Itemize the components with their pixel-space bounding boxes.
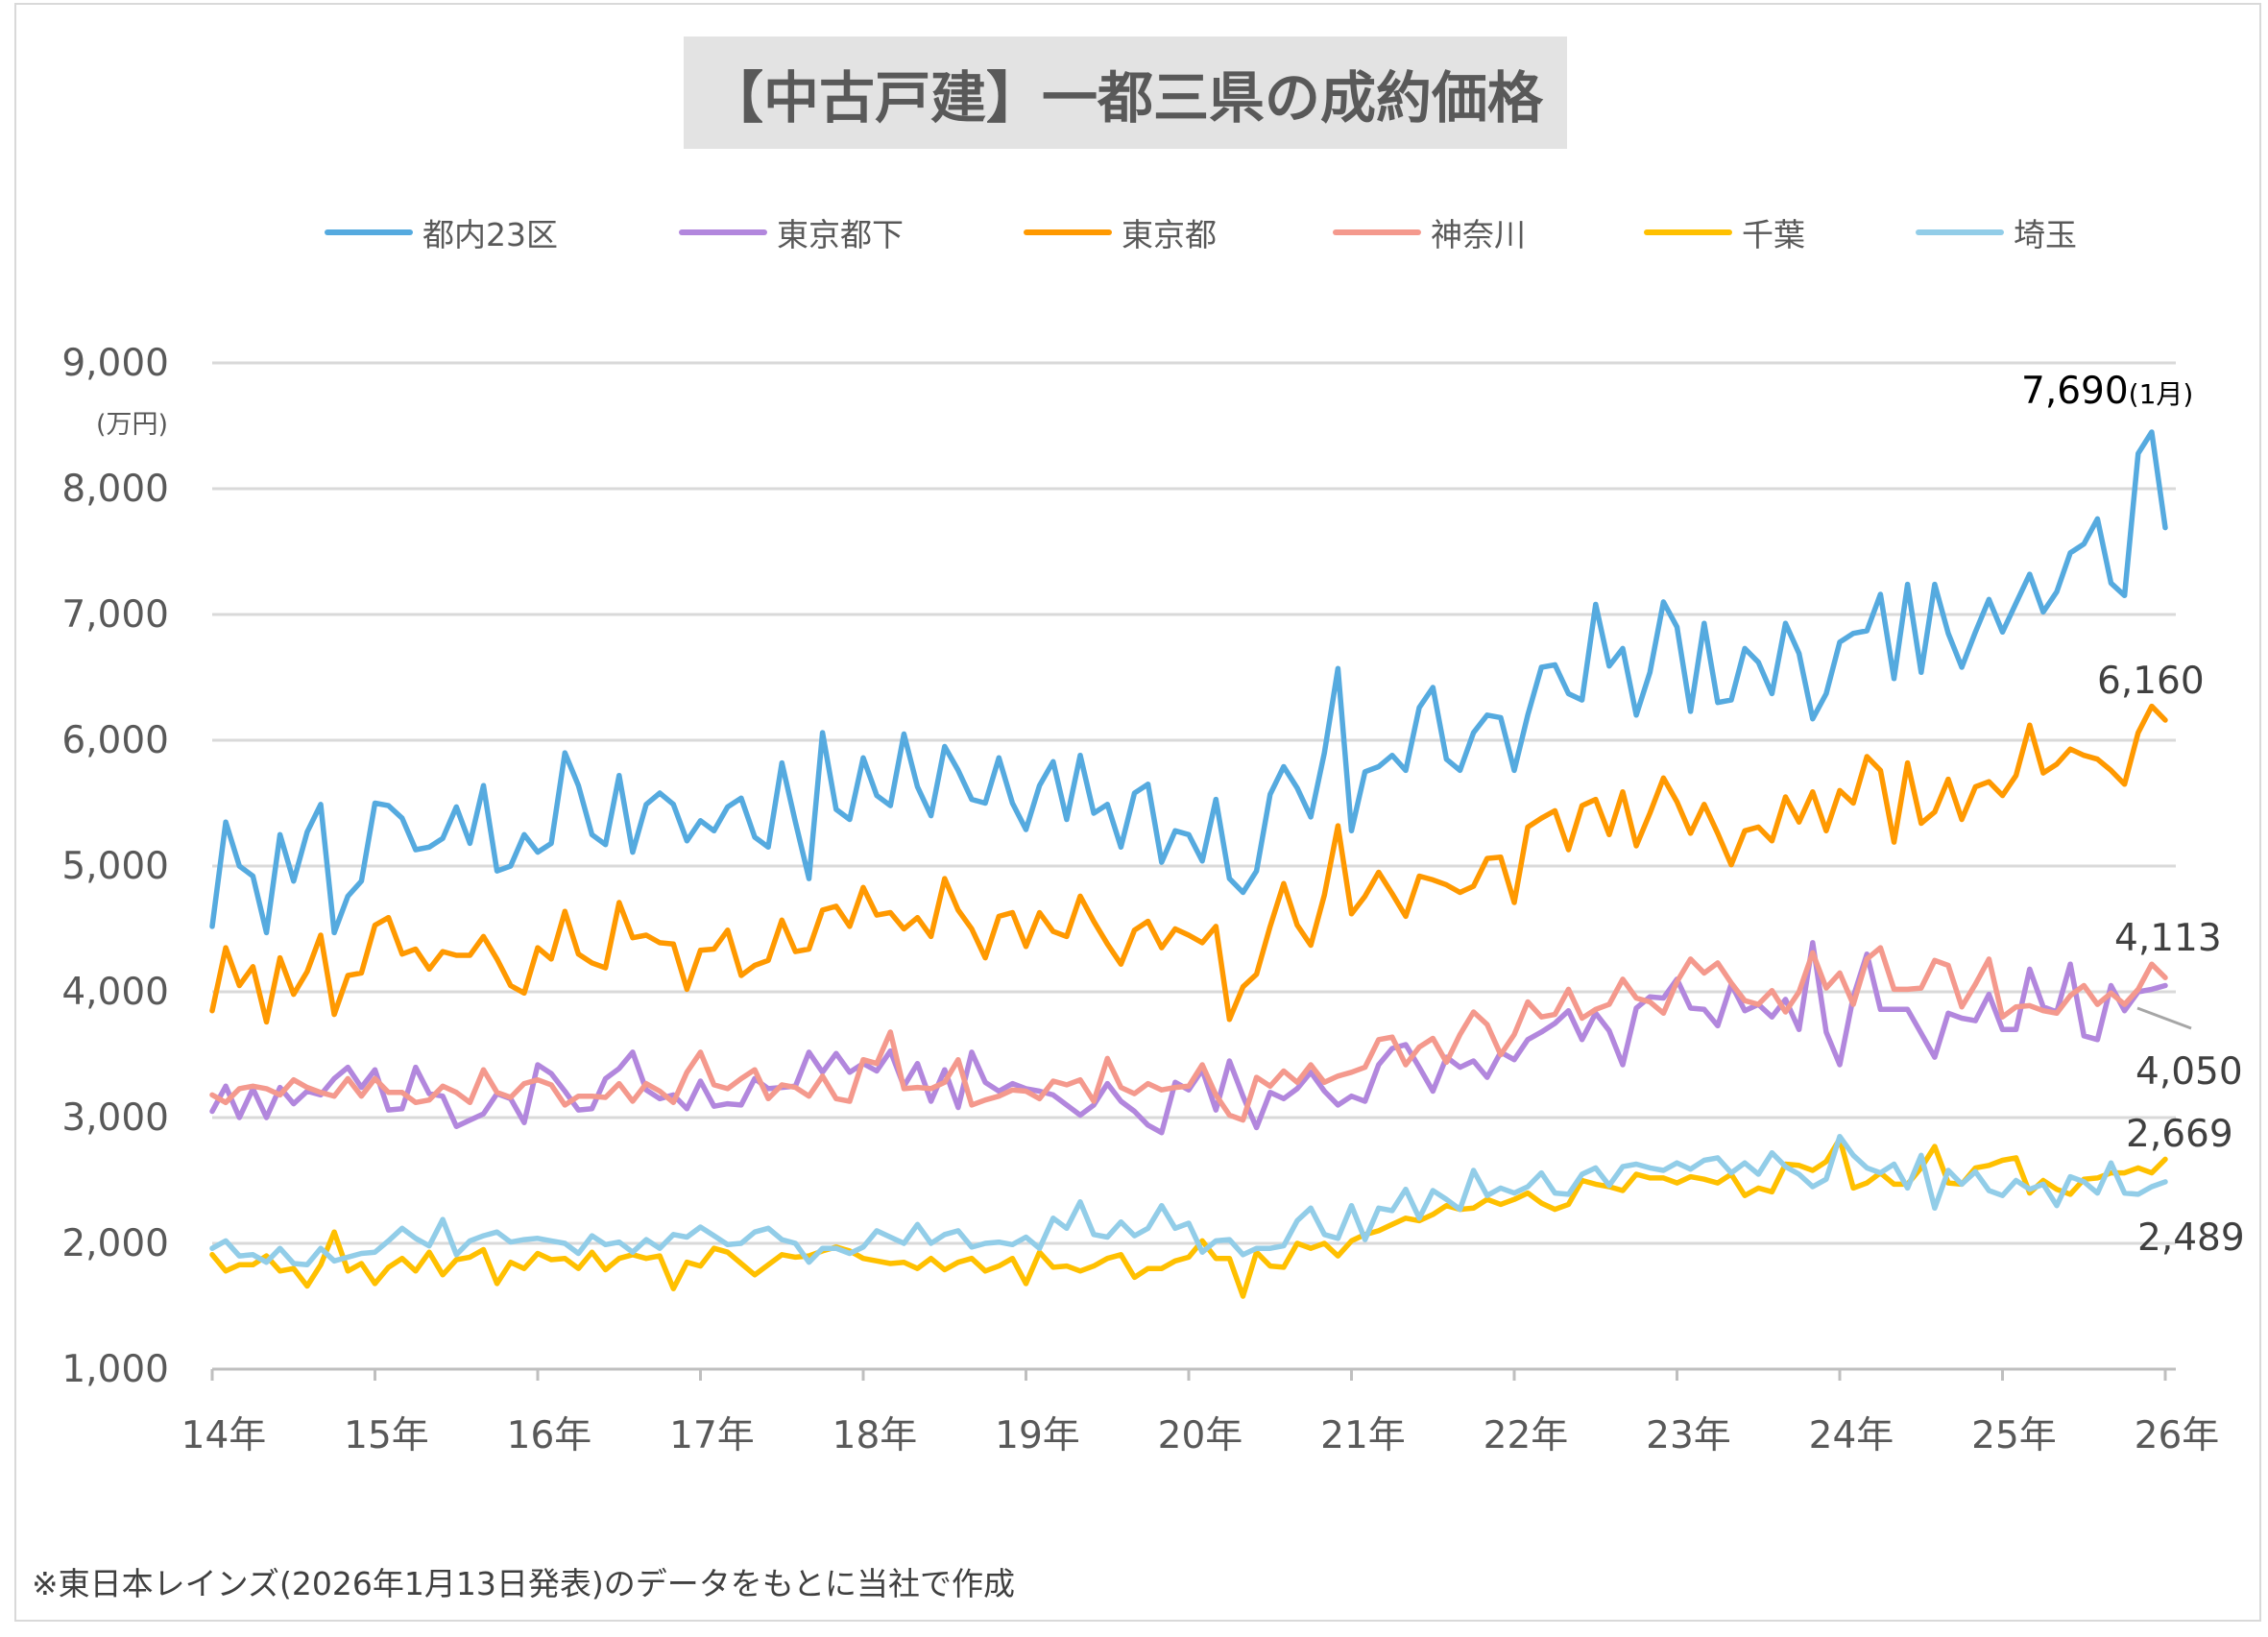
data-label-value: 4,113 — [2114, 917, 2222, 960]
x-tick-label: 24年 — [1809, 1414, 1894, 1457]
legend-swatch — [1644, 229, 1732, 235]
y-tick-label: 4,000 — [61, 971, 169, 1014]
x-tick-label: 26年 — [2135, 1414, 2220, 1457]
data-label-value: 6,160 — [2097, 660, 2205, 703]
data-label: 7,690(1月) — [2021, 370, 2193, 413]
data-label: 2,669 — [2126, 1113, 2233, 1156]
x-tick-label: 14年 — [181, 1414, 267, 1457]
data-label-value: 4,050 — [2135, 1050, 2243, 1094]
series-line-5 — [209, 1133, 2168, 1268]
series-line-1 — [209, 940, 2168, 1136]
legend-swatch — [1333, 229, 1421, 235]
y-tick-label: 5,000 — [61, 845, 169, 888]
x-tick-label: 22年 — [1484, 1414, 1569, 1457]
legend-swatch — [325, 229, 413, 235]
y-tick-label: 6,000 — [61, 719, 169, 762]
legend-label: 都内23区 — [422, 216, 558, 253]
legend-item: 千葉 — [1644, 211, 1805, 253]
legend-item: 埼玉 — [1916, 211, 2077, 253]
chart-title: 【中古戸建】一都三県の成約価格 — [684, 36, 1567, 149]
data-label: 4,113 — [2114, 917, 2222, 960]
legend-item: 東京都下 — [679, 211, 904, 253]
y-tick-label: 9,000 — [61, 342, 169, 385]
x-tick-label: 16年 — [507, 1414, 592, 1457]
data-label-value: 2,489 — [2137, 1216, 2245, 1260]
x-tick-label: 21年 — [1320, 1414, 1406, 1457]
y-tick-label: 2,000 — [61, 1222, 169, 1265]
y-tick-label: 3,000 — [61, 1096, 169, 1140]
legend-label: 千葉 — [1742, 216, 1805, 253]
data-label-value: 7,690 — [2021, 370, 2129, 413]
legend-label: 埼玉 — [2014, 216, 2077, 253]
x-tick-label: 23年 — [1646, 1414, 1731, 1457]
y-tick-label: 7,000 — [61, 593, 169, 637]
series-line-2 — [209, 703, 2168, 1025]
x-tick-label: 18年 — [832, 1414, 918, 1457]
annotation-leader-line — [2136, 1006, 2192, 1030]
series-line-4 — [209, 1136, 2168, 1299]
x-tick-label: 19年 — [995, 1414, 1080, 1457]
x-tick-label: 20年 — [1158, 1414, 1243, 1457]
data-label: 4,050 — [2135, 1050, 2243, 1094]
series-line-0 — [209, 429, 2168, 936]
data-label-suffix: (1月) — [2129, 378, 2194, 410]
legend-swatch — [679, 229, 767, 235]
series-line-3 — [209, 945, 2168, 1123]
data-label: 6,160 — [2097, 660, 2205, 703]
legend-swatch — [1916, 229, 2004, 235]
legend-item: 東京都 — [1024, 211, 1217, 253]
data-label-value: 2,669 — [2126, 1113, 2233, 1156]
footnote: ※東日本レインズ(2026年1月13日発表)のデータをもとに当社で作成 — [32, 1565, 1016, 1602]
legend-label: 東京都下 — [777, 216, 904, 253]
x-tick-label: 17年 — [669, 1414, 755, 1457]
y-tick-label: 1,000 — [61, 1348, 169, 1391]
x-tick-label: 15年 — [344, 1414, 429, 1457]
y-axis-unit: (万円) — [96, 410, 169, 440]
data-label: 2,489 — [2137, 1216, 2245, 1260]
legend-swatch — [1024, 229, 1112, 235]
chart-frame — [14, 3, 2261, 1622]
legend-item: 神奈川 — [1333, 211, 1526, 253]
y-tick-label: 8,000 — [61, 468, 169, 511]
legend-label: 神奈川 — [1431, 216, 1526, 253]
x-tick-label: 25年 — [1971, 1414, 2057, 1457]
legend-item: 都内23区 — [325, 211, 558, 253]
legend-label: 東京都 — [1122, 216, 1217, 253]
